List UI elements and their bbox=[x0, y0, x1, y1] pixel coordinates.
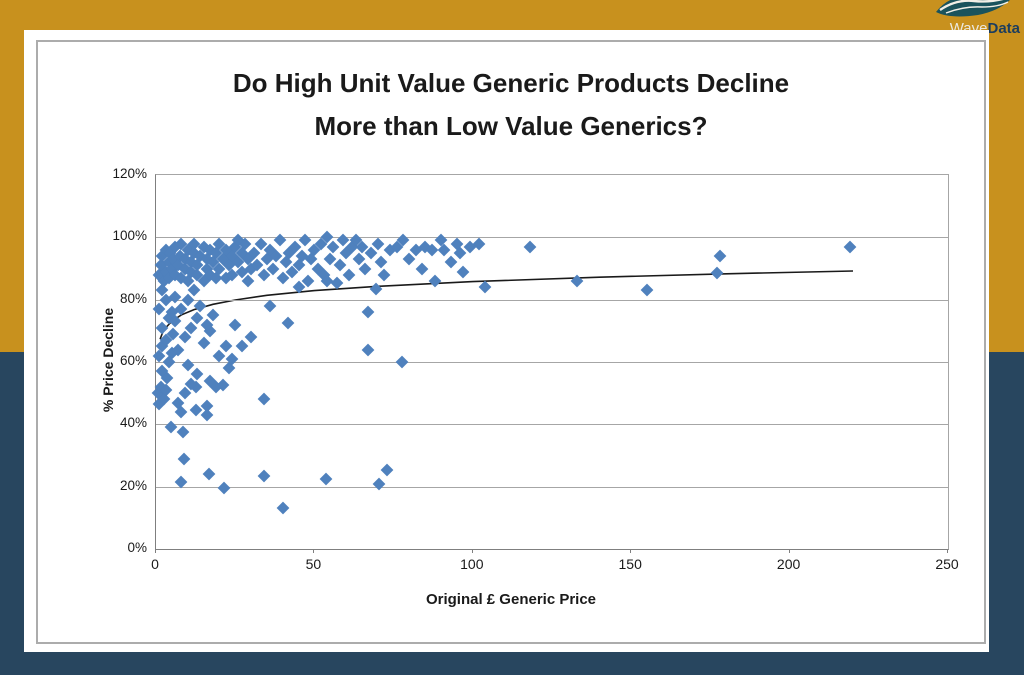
wavedata-logo: WaveData bbox=[932, 0, 1024, 42]
gridline bbox=[156, 299, 948, 301]
gridline bbox=[156, 424, 948, 426]
y-tick-label: 120% bbox=[112, 166, 147, 181]
y-tick-label: 0% bbox=[127, 540, 147, 555]
x-tick-mark bbox=[630, 549, 632, 553]
x-tick-mark bbox=[313, 549, 315, 553]
logo-word-data: Data bbox=[987, 20, 1020, 37]
y-axis-tick-labels: 0% 20% 40% 60% 80% 100% 120% bbox=[87, 166, 147, 555]
y-tick-label: 80% bbox=[119, 290, 147, 306]
chart-title-line1: Do High Unit Value Generic Products Decl… bbox=[232, 68, 790, 98]
x-tick-label: 0 bbox=[151, 556, 159, 572]
x-tick-label: 200 bbox=[776, 556, 801, 572]
chart-title-line2: More than Low Value Generics? bbox=[314, 111, 708, 141]
x-tick-mark bbox=[471, 549, 473, 553]
x-axis-title: Original £ Generic Price bbox=[425, 591, 597, 608]
x-tick-mark bbox=[947, 549, 948, 553]
y-tick-label: 40% bbox=[119, 415, 147, 431]
x-tick-label: 150 bbox=[618, 556, 642, 572]
y-tick-label: 60% bbox=[119, 353, 147, 368]
y-tick-label: 100% bbox=[112, 228, 147, 244]
x-tick-mark bbox=[788, 549, 790, 553]
x-tick-label: 100 bbox=[460, 556, 484, 572]
x-tick-label: 50 bbox=[305, 556, 322, 572]
x-axis-tick-labels: 0 50 100 150 200 250 bbox=[151, 556, 959, 576]
chart-title: Do High Unit Value Generic Products Decl… bbox=[38, 62, 984, 148]
plot-area bbox=[151, 174, 949, 550]
x-tick-mark bbox=[155, 549, 156, 553]
gridline bbox=[156, 237, 948, 239]
chart-frame: Do High Unit Value Generic Products Decl… bbox=[36, 40, 986, 644]
chart-card: Do High Unit Value Generic Products Decl… bbox=[24, 30, 989, 652]
gridline bbox=[156, 486, 948, 488]
gridline bbox=[156, 362, 948, 363]
wave-swoosh-icon bbox=[936, 0, 1010, 17]
x-tick-label: 250 bbox=[935, 556, 959, 572]
y-tick-label: 20% bbox=[119, 477, 147, 493]
